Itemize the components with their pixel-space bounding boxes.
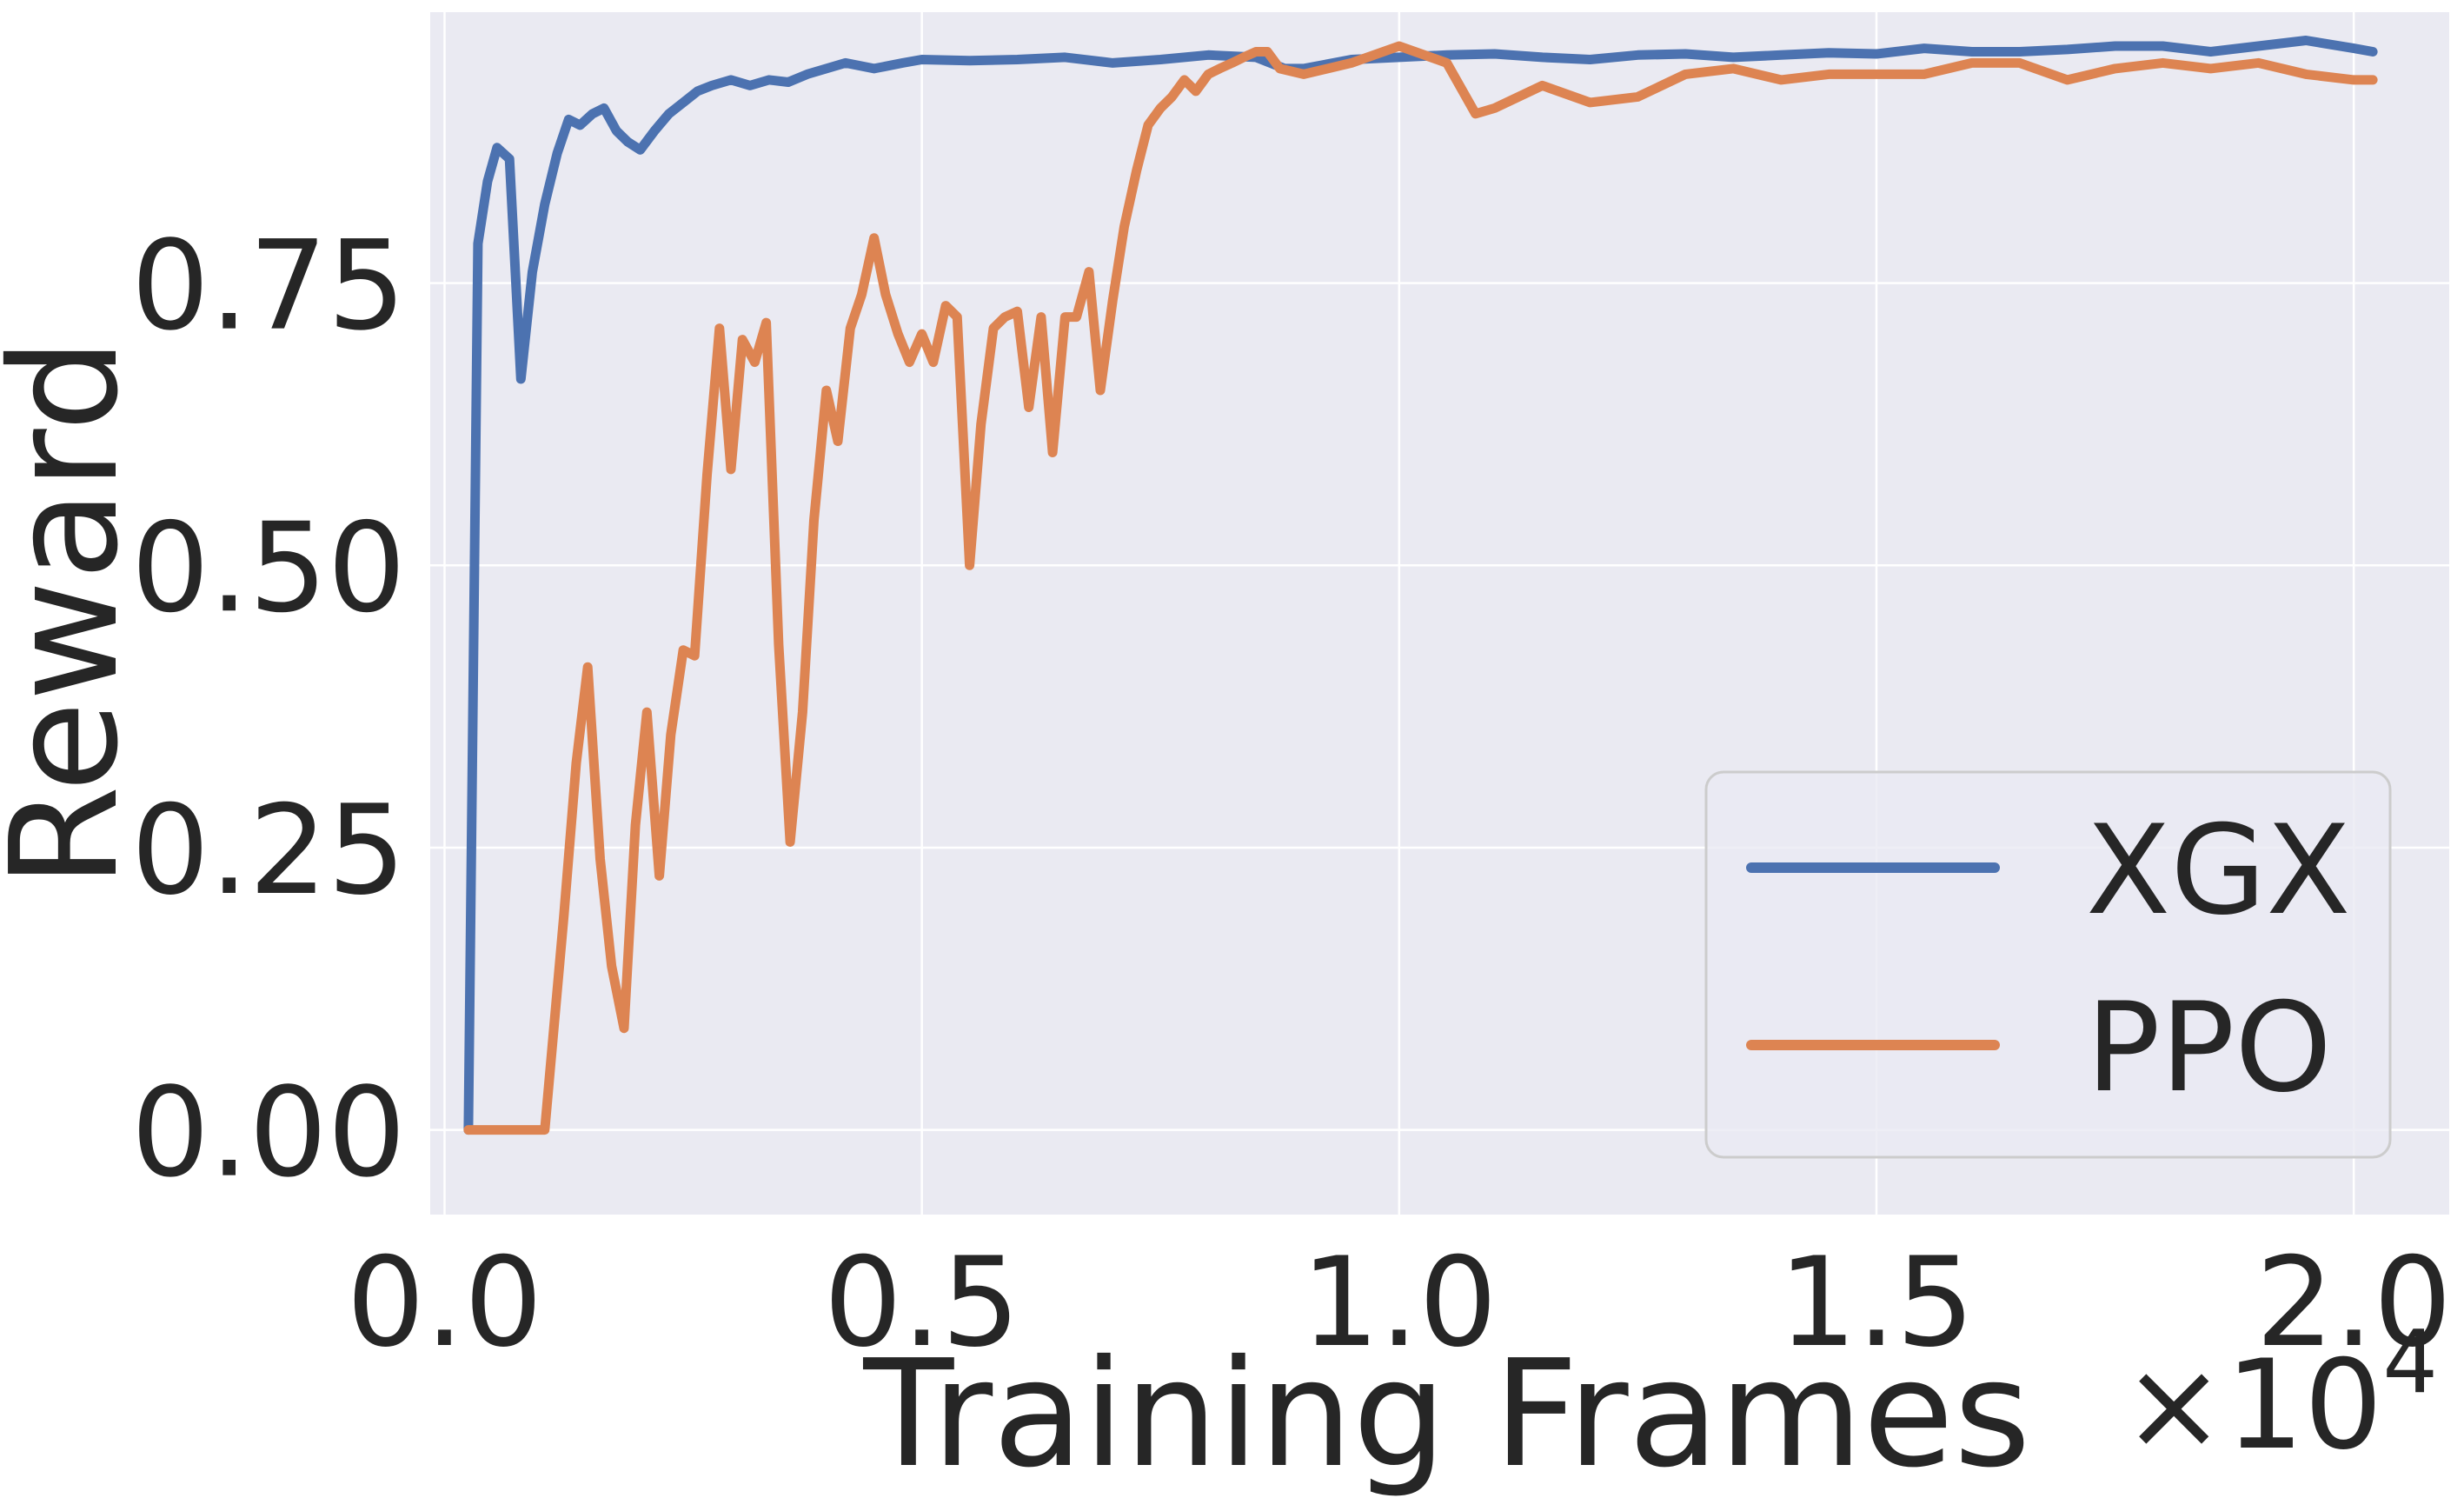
x-axis-label: Training Frames: [862, 1328, 2030, 1498]
x-axis-ticks: 0.0 0.5 1.0 1.5 2.0: [347, 1231, 2453, 1375]
x-multiplier-exponent: 4: [2382, 1311, 2438, 1413]
x-tick-label: 0.5: [824, 1231, 1020, 1375]
legend: XGX PPO: [1704, 770, 2392, 1159]
series-layer: [463, 36, 2378, 1135]
series-line-ppo: [463, 41, 2378, 1135]
y-tick-label: 0.75: [131, 215, 406, 358]
legend-label-ppo: PPO: [2086, 976, 2332, 1120]
y-axis-ticks: 0.00 0.25 0.50 0.75: [131, 215, 406, 1205]
series-line-xgx: [463, 36, 2378, 1135]
x-axis-multiplier: ×104: [2122, 1311, 2438, 1477]
y-tick-label: 0.00: [131, 1062, 406, 1205]
x-multiplier-base: ×10: [2122, 1334, 2383, 1477]
y-axis-label: Reward: [0, 337, 151, 888]
x-tick-label: 1.0: [1301, 1231, 1498, 1375]
x-tick-label: 0.0: [347, 1231, 543, 1375]
legend-label-xgx: XGX: [2086, 799, 2351, 942]
y-tick-label: 0.25: [131, 779, 406, 922]
y-tick-label: 0.50: [131, 496, 406, 640]
x-tick-label: 1.5: [1778, 1231, 1975, 1375]
x-tick-label: 2.0: [2255, 1231, 2452, 1375]
